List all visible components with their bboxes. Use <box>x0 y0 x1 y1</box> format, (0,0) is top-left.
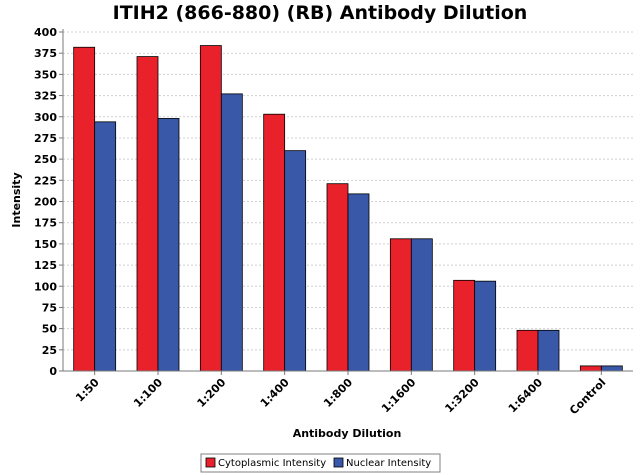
y-tick-label: 0 <box>49 365 57 378</box>
bar-nuclear-4 <box>347 193 370 372</box>
x-tick-label: 1:50 <box>73 376 102 405</box>
y-tick-label: 175 <box>34 217 57 230</box>
legend-swatch <box>333 457 344 468</box>
legend: Cytoplasmic Intensity Nuclear Intensity <box>200 453 441 473</box>
bar-cytoplasmic-4 <box>326 183 349 372</box>
bar-nuclear-5 <box>410 238 433 372</box>
bar-nuclear-2 <box>220 93 243 372</box>
legend-swatch <box>205 457 216 468</box>
y-tick-label: 350 <box>34 68 57 81</box>
legend-box <box>200 453 441 473</box>
y-tick-label: 50 <box>42 323 58 336</box>
x-ticks: 1:50 1:100 1:200 1:400 1:800 1:1600 1:3200 1:64… <box>73 371 608 417</box>
bar-cytoplasmic-8 <box>579 365 602 372</box>
y-tick-label: 225 <box>34 174 57 187</box>
legend-label: Nuclear Intensity <box>346 458 431 469</box>
x-axis-label: Antibody Dilution <box>293 427 402 440</box>
bar-nuclear-1 <box>157 118 180 372</box>
bar-nuclear-6 <box>474 280 497 372</box>
y-tick-label: 25 <box>42 344 57 357</box>
bar-cytoplasmic-3 <box>263 113 286 372</box>
x-tick-label: 1:200 <box>195 376 229 410</box>
y-tick-label: 275 <box>34 132 57 145</box>
bar-cytoplasmic-7 <box>516 329 539 372</box>
x-tick-label: 1:1600 <box>379 376 419 416</box>
y-tick-label: 325 <box>34 90 57 103</box>
y-tick-label: 150 <box>34 238 57 251</box>
y-tick-label: 200 <box>34 196 57 209</box>
bar-nuclear-7 <box>537 329 560 372</box>
bar-cytoplasmic-0 <box>73 46 96 372</box>
y-tick-label: 400 <box>34 26 57 39</box>
x-tick-label: 1:3200 <box>442 376 482 416</box>
bar-cytoplasmic-6 <box>453 279 476 372</box>
bars <box>73 45 623 372</box>
x-tick-label: 1:400 <box>258 376 292 410</box>
y-tick-label: 300 <box>34 111 57 124</box>
bar-nuclear-8 <box>600 365 623 372</box>
y-tick-label: 75 <box>42 301 57 314</box>
bar-nuclear-0 <box>94 121 117 372</box>
x-tick-label: 1:6400 <box>506 376 546 416</box>
legend-label: Cytoplasmic Intensity <box>218 458 326 469</box>
x-tick-label: 1:100 <box>131 376 165 410</box>
y-tick-label: 125 <box>34 259 57 272</box>
y-ticks: 0 25 50 75 100 125 150 175 200 225 250 275 300 325 350… <box>34 26 63 378</box>
x-tick-label: 1:800 <box>321 376 355 410</box>
y-tick-label: 250 <box>34 153 57 166</box>
y-axis-label: Intensity <box>10 172 23 227</box>
x-tick-label: Control <box>567 376 608 417</box>
chart-title: ITIH2 (866-880) (RB) Antibody Dilution <box>113 2 528 24</box>
bar-cytoplasmic-2 <box>199 45 222 372</box>
bar-cytoplasmic-1 <box>136 56 159 372</box>
bar-cytoplasmic-5 <box>389 238 412 372</box>
y-tick-label: 100 <box>34 280 57 293</box>
bar-nuclear-3 <box>284 150 307 372</box>
y-tick-label: 375 <box>34 47 57 60</box>
